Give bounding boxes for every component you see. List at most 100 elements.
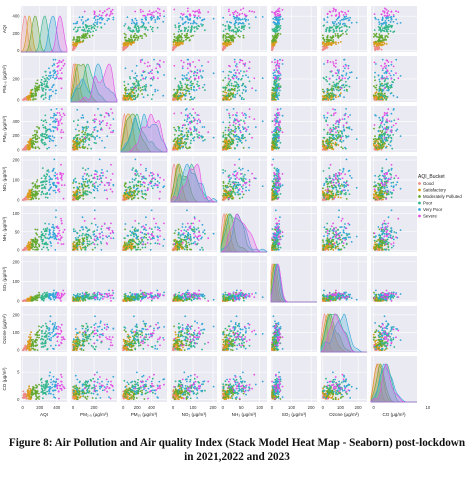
scatter-point: [48, 189, 50, 191]
scatter-point: [43, 133, 46, 136]
scatter-point: [89, 31, 92, 33]
scatter-point: [54, 172, 57, 174]
scatter-point: [134, 87, 137, 90]
scatter-point: [55, 108, 58, 110]
scatter-point: [373, 45, 376, 48]
scatter-point: [78, 130, 80, 132]
scatter-point: [141, 21, 143, 23]
scatter-point: [229, 131, 232, 134]
scatter-point: [77, 39, 80, 42]
scatter-point: [339, 30, 341, 32]
scatter-point: [27, 97, 30, 100]
scatter-point: [185, 85, 188, 88]
scatter-point: [155, 10, 158, 13]
scatter-point: [387, 33, 390, 35]
scatter-point: [373, 124, 376, 126]
scatter-point: [222, 70, 225, 73]
scatter-point: [139, 8, 142, 11]
scatter-point: [244, 62, 247, 65]
scatter-point: [234, 80, 236, 83]
scatter-point: [242, 36, 245, 39]
scatter-point: [196, 10, 199, 13]
scatter-point: [110, 108, 112, 110]
scatter-point: [389, 30, 392, 33]
scatter-point: [148, 65, 151, 67]
scatter-point: [52, 139, 55, 142]
scatter-point: [133, 92, 136, 94]
scatter-point: [141, 93, 144, 95]
scatter-point: [106, 19, 109, 22]
scatter-point: [278, 135, 280, 138]
scatter-point: [50, 94, 53, 97]
scatter-point: [386, 95, 389, 98]
scatter-point: [222, 48, 225, 50]
scatter-point: [228, 10, 230, 13]
scatter-point: [335, 120, 338, 122]
scatter-point: [34, 193, 37, 196]
scatter-point: [344, 30, 347, 33]
scatter-point: [44, 143, 47, 146]
scatter-point: [390, 63, 393, 66]
scatter-point: [46, 192, 49, 194]
scatter-point: [189, 65, 192, 67]
scatter-point: [274, 58, 276, 61]
scatter-point: [62, 197, 65, 200]
scatter-point: [76, 140, 78, 143]
scatter-point: [48, 175, 51, 178]
scatter-point: [227, 142, 230, 145]
scatter-point: [326, 147, 329, 149]
scatter-point: [344, 77, 346, 80]
scatter-point: [233, 11, 236, 13]
scatter-point: [44, 93, 47, 96]
scatter-point: [182, 39, 185, 42]
scatter-point: [325, 78, 327, 81]
scatter-point: [173, 64, 176, 67]
scatter-point: [374, 71, 376, 74]
scatter-point: [326, 144, 329, 147]
scatter-point: [105, 124, 108, 127]
scatter-point: [279, 77, 281, 80]
scatter-point: [224, 133, 227, 136]
scatter-point: [74, 128, 77, 131]
scatter-point: [377, 130, 380, 133]
scatter-point: [53, 174, 56, 177]
scatter-point: [378, 88, 381, 91]
scatter-point: [57, 182, 60, 185]
scatter-point: [188, 92, 191, 95]
scatter-point: [133, 98, 136, 101]
scatter-point: [141, 37, 144, 39]
scatter-point: [42, 180, 45, 183]
scatter-point: [124, 67, 127, 70]
scatter-point: [44, 180, 47, 183]
scatter-point: [130, 30, 132, 33]
scatter-point: [378, 85, 381, 88]
scatter-point: [88, 25, 91, 27]
scatter-point: [186, 79, 189, 82]
scatter-point: [234, 19, 237, 22]
scatter-point: [383, 38, 386, 41]
scatter-point: [110, 11, 112, 13]
scatter-point: [383, 87, 386, 90]
scatter-point: [273, 80, 276, 83]
scatter-point: [395, 18, 398, 21]
scatter-point: [385, 136, 388, 139]
scatter-point: [36, 125, 38, 128]
scatter-point: [36, 179, 39, 181]
scatter-point: [49, 75, 51, 77]
scatter-point: [40, 119, 43, 122]
scatter-point: [125, 34, 127, 36]
scatter-point: [328, 129, 331, 131]
scatter-point: [185, 127, 188, 130]
panel-PM2.5-vs-AQI: [21, 56, 67, 102]
scatter-point: [82, 29, 84, 32]
scatter-point: [223, 43, 226, 45]
scatter-point: [146, 65, 149, 68]
scatter-point: [226, 45, 229, 47]
scatter-point: [186, 77, 188, 80]
scatter-point: [385, 112, 388, 115]
scatter-point: [76, 37, 79, 39]
scatter-point: [384, 20, 387, 22]
scatter-point: [200, 75, 203, 77]
scatter-point: [325, 40, 328, 43]
scatter-point: [224, 145, 227, 148]
